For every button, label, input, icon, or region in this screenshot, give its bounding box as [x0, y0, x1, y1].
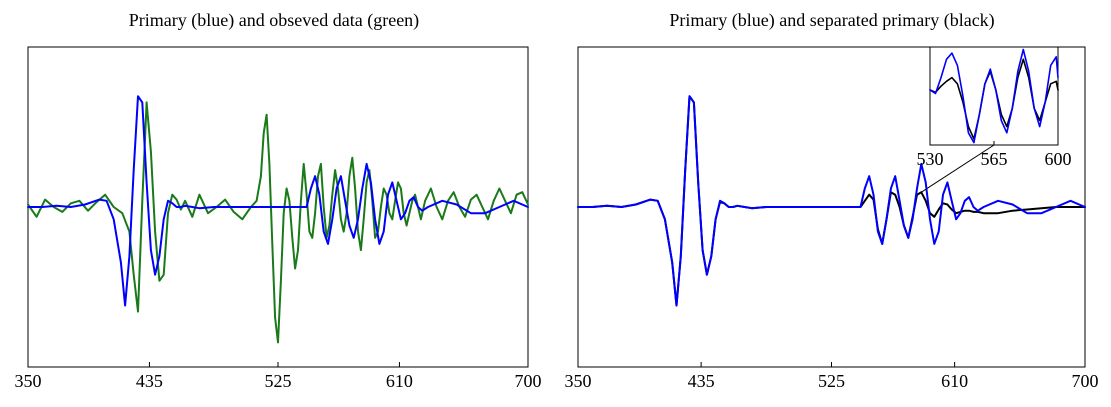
chart-title: Primary (blue) and obseved data (green): [129, 10, 419, 31]
x-axis: 350 435 525 610 700: [15, 362, 542, 391]
series-line-0: [27, 101, 529, 344]
x-tick-label: 700: [1072, 371, 1099, 391]
inset-series-line-1: [929, 48, 1059, 144]
series-line-1: [27, 95, 529, 307]
plot-lines: [27, 95, 529, 344]
x-tick-label: 435: [136, 371, 163, 391]
inset-x-axis: 530 565 600: [917, 141, 1072, 169]
x-tick-label: 600: [1045, 149, 1072, 169]
plot-lines: [577, 95, 1086, 307]
inset-lines: [929, 48, 1059, 144]
x-tick-label: 700: [515, 371, 542, 391]
inset-pointer-line: [921, 144, 995, 193]
inset-frame: [929, 46, 1059, 146]
chart-title: Primary (blue) and separated primary (bl…: [669, 10, 994, 31]
x-tick-label: 530: [917, 149, 944, 169]
zoom-inset: 530 565 600: [917, 46, 1072, 169]
x-tick-label: 435: [688, 371, 715, 391]
x-tick-label: 350: [15, 371, 42, 391]
x-tick-label: 525: [265, 371, 292, 391]
x-tick-label: 565: [981, 149, 1008, 169]
chart-separated-primary: Primary (blue) and separated primary (bl…: [565, 10, 1099, 391]
x-tick-label: 525: [818, 371, 845, 391]
x-tick-label: 610: [386, 371, 413, 391]
chart-observed-data: Primary (blue) and obseved data (green) …: [15, 10, 542, 391]
x-tick-label: 350: [565, 371, 592, 391]
x-tick-label: 610: [941, 371, 968, 391]
series-line-1: [577, 95, 1086, 307]
x-axis: 350 435 525 610 700: [565, 362, 1099, 391]
